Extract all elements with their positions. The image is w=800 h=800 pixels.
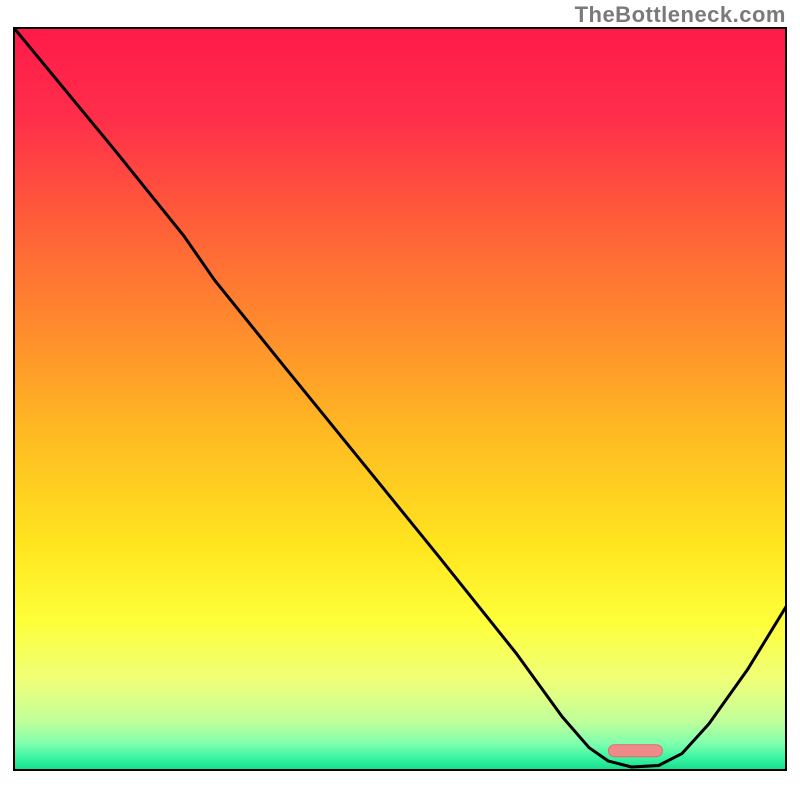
attribution-text: TheBottleneck.com xyxy=(575,2,786,28)
chart-background xyxy=(14,28,786,770)
bottleneck-chart xyxy=(0,0,800,800)
optimal-marker xyxy=(608,745,662,757)
